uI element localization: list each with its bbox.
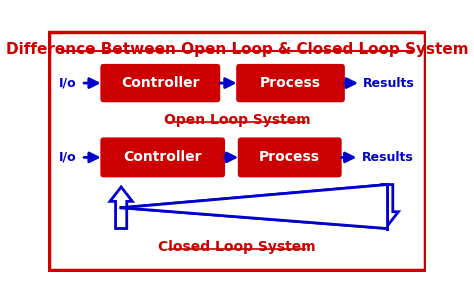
Text: Process: Process [260,76,321,90]
FancyBboxPatch shape [238,137,342,177]
Text: Open Loop System: Open Loop System [164,114,310,127]
FancyArrow shape [110,187,132,229]
Text: I/o: I/o [59,77,76,90]
Text: Process: Process [259,150,320,164]
Polygon shape [121,185,387,229]
Text: Controller: Controller [123,150,202,164]
FancyBboxPatch shape [100,64,220,102]
Text: Results: Results [362,151,413,164]
Text: I/o: I/o [59,151,76,164]
Text: Closed Loop System: Closed Loop System [158,240,316,254]
Text: Difference Between Open Loop & Closed Loop System: Difference Between Open Loop & Closed Lo… [6,42,468,56]
FancyBboxPatch shape [236,64,345,102]
FancyArrow shape [376,185,399,226]
Text: Controller: Controller [121,76,200,90]
Text: Results: Results [363,77,415,90]
FancyBboxPatch shape [49,32,425,270]
FancyBboxPatch shape [100,137,225,177]
